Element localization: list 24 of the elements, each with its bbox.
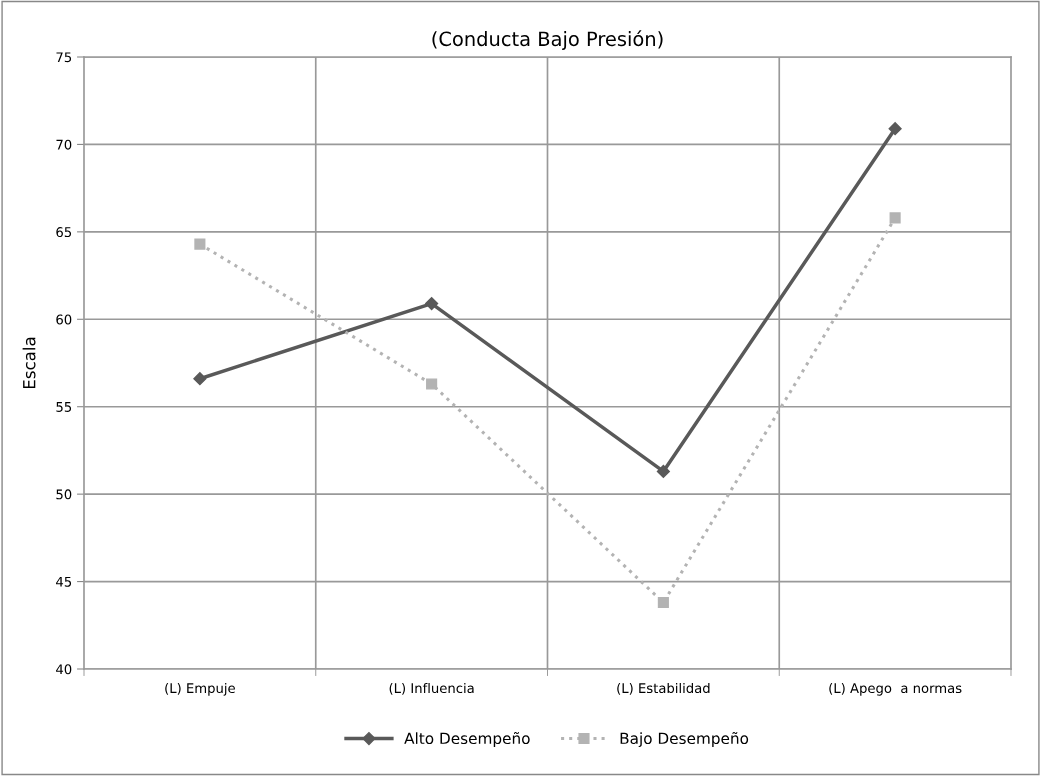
y-tick-label: 40 bbox=[56, 664, 72, 675]
point bbox=[656, 464, 670, 478]
x-tick-label: (L) Apego a normas bbox=[829, 682, 962, 696]
y-axis-title: Escala bbox=[22, 337, 36, 389]
point bbox=[194, 238, 206, 250]
y-tick-label: 50 bbox=[56, 489, 72, 500]
chart-title: (Conducta Bajo Presión) bbox=[432, 30, 663, 50]
point bbox=[889, 212, 901, 224]
y-tick-label: 65 bbox=[56, 227, 72, 238]
point bbox=[425, 296, 439, 311]
point bbox=[193, 372, 207, 386]
y-tick-label: 70 bbox=[56, 139, 72, 150]
point bbox=[426, 378, 438, 390]
y-tick-label: 60 bbox=[56, 314, 72, 325]
y-tick-label: 75 bbox=[56, 52, 72, 63]
legend-label: Alto Desempeño bbox=[404, 732, 530, 748]
x-tick-label: (L) Influencia bbox=[389, 682, 474, 695]
legend-label: Bajo Desempeño bbox=[620, 732, 749, 748]
y-tick-label: 45 bbox=[56, 576, 72, 587]
y-tick-label: 55 bbox=[56, 402, 72, 412]
x-tick-label: (L) Estabilidad bbox=[617, 682, 710, 695]
point bbox=[888, 122, 902, 136]
point bbox=[657, 596, 669, 609]
x-tick-label: (L) Empuje bbox=[165, 682, 235, 696]
